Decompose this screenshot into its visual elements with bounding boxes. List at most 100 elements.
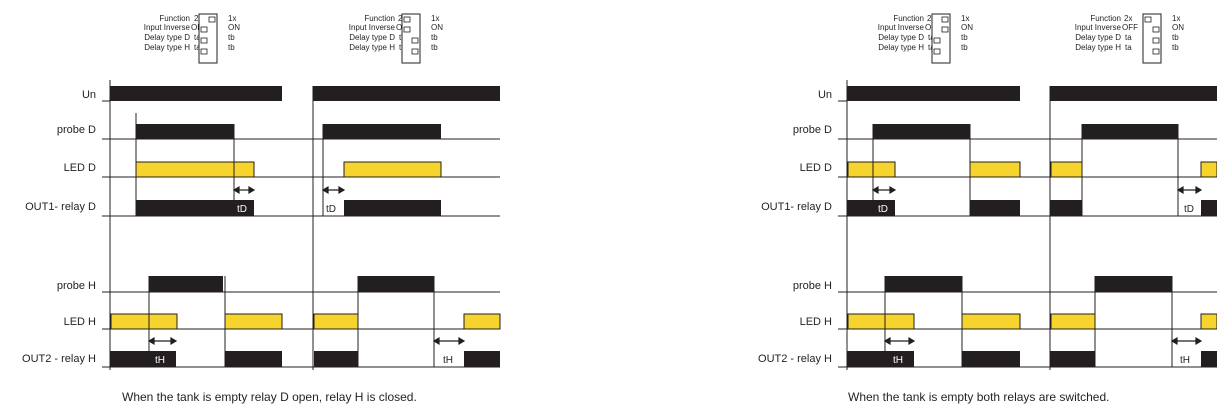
- switch-row-label: Input Inverse: [349, 23, 396, 32]
- th-arrow: [1170, 336, 1203, 346]
- out2-bar: [464, 351, 500, 367]
- switch-row-label: Delay type D: [1075, 33, 1121, 42]
- led-d-bar: [135, 161, 255, 178]
- probe-h-bar: [885, 276, 962, 292]
- switch-left-option: 2x: [1124, 14, 1132, 23]
- switch-right-option: tb: [228, 33, 235, 42]
- th-arrow: [432, 336, 466, 346]
- switch-right-option: 1x: [431, 14, 439, 23]
- switch-right-option: 1x: [228, 14, 236, 23]
- th-label: tH: [155, 355, 165, 366]
- probe-d-bar: [136, 124, 234, 139]
- led-h-bar: [110, 313, 178, 330]
- arrowhead: [883, 336, 891, 346]
- out1-bar: [970, 200, 1020, 216]
- switch-right-option: ON: [431, 23, 443, 32]
- arrowhead: [232, 185, 240, 195]
- switch-right-option: tb: [1172, 33, 1179, 42]
- switch-row-label: Function: [893, 14, 924, 23]
- signal-label-out1: OUT1- relay D: [761, 201, 832, 213]
- switch-box: Function Input Inverse Delay type D Dela…: [878, 13, 973, 64]
- led-h-bar: [463, 313, 501, 330]
- caption-right: When the tank is empty both relays are s…: [848, 390, 1109, 404]
- probe-d-bar: [1082, 124, 1178, 139]
- switch-row-label: Delay type D: [878, 33, 924, 42]
- th-arrow: [147, 336, 178, 346]
- probe-h-bar: [358, 276, 434, 292]
- left-timing-diagram: Function Input Inverse Delay type D Dela…: [22, 13, 501, 404]
- probe-h-bar: [1095, 276, 1172, 292]
- dip-switch-knob: [200, 48, 208, 55]
- out1-bar: [1050, 200, 1082, 216]
- switch-row-label: Delay type H: [1075, 43, 1121, 52]
- out2-bar: [847, 351, 914, 367]
- arrowhead: [1195, 185, 1203, 195]
- arrowhead: [248, 185, 256, 195]
- switch-row-label: Function: [159, 14, 190, 23]
- switch-row-label: Delay type H: [349, 43, 395, 52]
- signal-label-probe-h: probe H: [793, 280, 832, 292]
- un-bar: [313, 86, 500, 101]
- switch-right-option: ON: [228, 23, 240, 32]
- signal-label-out1: OUT1- relay D: [25, 201, 96, 213]
- dip-switch-knob: [1144, 16, 1152, 23]
- out1-bar: [1201, 200, 1217, 216]
- out1-bar: [847, 200, 895, 216]
- switch-left-option: ta: [1125, 33, 1132, 42]
- out1-bar: [344, 200, 441, 216]
- switch-left-option: 2x: [927, 14, 935, 23]
- out2-bar: [314, 351, 358, 367]
- switch-right-option: 1x: [961, 14, 969, 23]
- switch-right-option: tb: [961, 33, 968, 42]
- caption-left: When the tank is empty relay D open, rel…: [122, 390, 417, 404]
- out2-bar: [225, 351, 282, 367]
- arrowhead: [1176, 185, 1184, 195]
- dip-switch-knob: [1152, 37, 1160, 44]
- dip-switch-knob: [200, 26, 208, 33]
- out2-bar: [962, 351, 1020, 367]
- switch-right-option: ON: [961, 23, 973, 32]
- switch-box: Function Input Inverse Delay type D Dela…: [144, 13, 240, 64]
- switch-right-option: tb: [961, 43, 968, 52]
- signal-label-led-d: LED D: [64, 162, 96, 174]
- dip-switch-knob: [1152, 48, 1160, 55]
- led-h-bar: [961, 313, 1021, 330]
- led-h-bar: [224, 313, 283, 330]
- signal-label-led-h: LED H: [800, 316, 832, 328]
- switch-left-option: ta: [194, 33, 201, 42]
- led-d-bar: [1200, 161, 1217, 178]
- arrowhead: [170, 336, 178, 346]
- signal-label-probe-d: probe D: [793, 124, 832, 136]
- switch-box: Function Input Inverse Delay type D Dela…: [1075, 13, 1184, 64]
- td-arrow: [321, 185, 346, 195]
- td-label: tD: [878, 204, 888, 215]
- td-arrow: [871, 185, 897, 195]
- signal-label-probe-d: probe D: [57, 124, 96, 136]
- switch-row-label: Input Inverse: [1075, 23, 1122, 32]
- th-arrow: [883, 336, 916, 346]
- switch-row-label: Delay type D: [144, 33, 190, 42]
- out2-bar: [1050, 351, 1095, 367]
- arrowhead: [871, 185, 879, 195]
- arrowhead: [321, 185, 329, 195]
- dip-switch-knob: [208, 16, 216, 23]
- arrowhead: [147, 336, 155, 346]
- signal-label-un: Un: [818, 89, 832, 101]
- switch-row-label: Delay type D: [349, 33, 395, 42]
- td-arrow: [232, 185, 256, 195]
- arrowhead: [432, 336, 440, 346]
- arrowhead: [338, 185, 346, 195]
- dip-switch-knob: [933, 48, 941, 55]
- signal-label-un: Un: [82, 89, 96, 101]
- switch-left-option: OFF: [1122, 23, 1138, 32]
- led-d-bar: [969, 161, 1021, 178]
- switch-row-label: Delay type H: [144, 43, 190, 52]
- td-label: tD: [1184, 204, 1194, 215]
- out2-bar: [110, 351, 176, 367]
- td-arrow: [1176, 185, 1203, 195]
- dip-switch-knob: [933, 37, 941, 44]
- signal-label-out2: OUT2 - relay H: [22, 353, 96, 365]
- switch-right-option: 1x: [1172, 14, 1180, 23]
